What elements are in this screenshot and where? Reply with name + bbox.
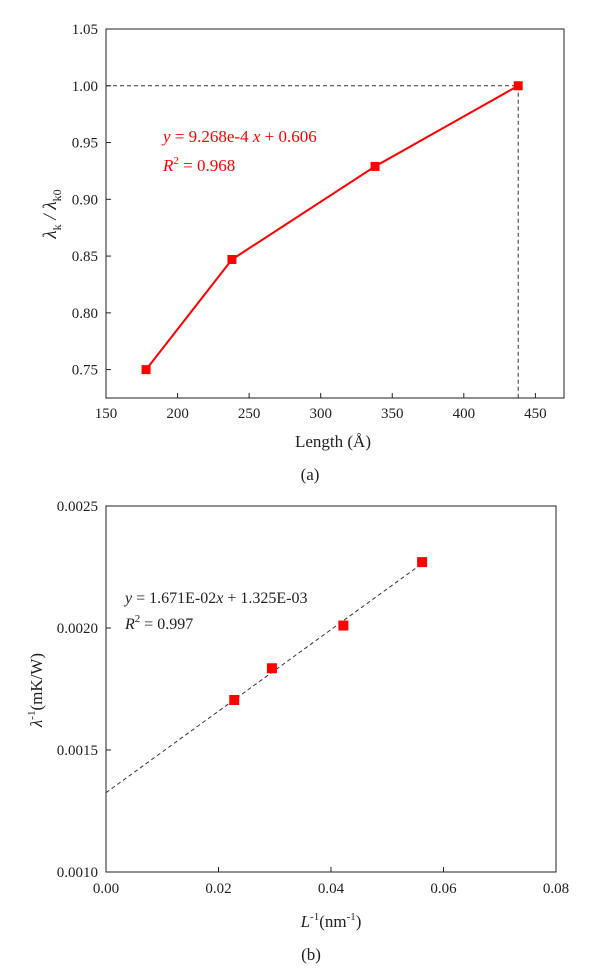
yb-unit: (mK/W) — [27, 653, 46, 711]
chart-a-data-point — [141, 365, 151, 375]
chart-a-y-label: λk / λk0 — [40, 189, 64, 239]
chart-a-y-tick-label: 0.90 — [72, 192, 98, 208]
chart-b-ticks: 0.00 0.02 0.04 0.06 0.08 0.0010 0.0015 0.0020 0.… — [57, 499, 569, 897]
eq-a-part1: = 9.268e-4 — [171, 127, 253, 146]
chart-b-y-label: λ-1(mK/W) — [26, 653, 46, 728]
yb-sup: -1 — [26, 711, 38, 720]
chart-a-equation: y = 9.268e-4 x + 0.606 — [161, 127, 317, 146]
r2-b-r: R — [124, 616, 135, 633]
chart-a-ticks: 150 200 250 300 350 400 450 0.75 0.80 0.85 0.90 0.9… — [72, 22, 547, 422]
eq-a-x: x — [252, 127, 261, 146]
chart-b-x-tick-label: 0.06 — [430, 881, 457, 897]
eq-a-part2: + 0.606 — [260, 127, 316, 146]
xb-sup: -1 — [310, 911, 319, 923]
chart-a-x-tick-label: 150 — [95, 406, 118, 422]
xb-close: ) — [356, 912, 362, 931]
ya-sub2: k0 — [50, 189, 64, 201]
eq-b-part2: + 1.325E-03 — [223, 590, 307, 607]
chart-b-y-tick-label: 0.0010 — [57, 865, 98, 881]
chart-b-x-label: L-1(nm-1) — [300, 911, 362, 931]
chart-b-series — [229, 557, 428, 705]
chart-b: 0.00 0.02 0.04 0.06 0.08 0.0010 0.0015 0.0020 0.… — [26, 499, 569, 964]
xb-unit-sup: -1 — [347, 911, 356, 923]
chart-a-panel-label: (a) — [301, 465, 320, 484]
chart-a: 150 200 250 300 350 400 450 0.75 0.80 0.85 0.90 0.9… — [40, 22, 565, 484]
eq-b-x: x — [215, 590, 223, 607]
chart-b-equation: y = 1.671E-02x + 1.325E-03 — [123, 590, 307, 607]
chart-b-data-point — [229, 694, 240, 705]
chart-a-x-tick-label: 200 — [166, 406, 189, 422]
r2-a-r: R — [162, 156, 174, 175]
chart-a-x-tick-label: 400 — [453, 406, 476, 422]
chart-a-x-tick-label: 350 — [381, 406, 404, 422]
chart-b-panel-label: (b) — [301, 945, 321, 964]
eq-a-y: y — [161, 127, 171, 146]
chart-b-r2: R2 = 0.997 — [124, 613, 193, 633]
chart-b-x-tick-label: 0.04 — [318, 881, 345, 897]
r2-a-sup: 2 — [173, 155, 179, 167]
r2-b-sup: 2 — [135, 613, 141, 625]
chart-a-y-tick-label: 0.95 — [72, 136, 98, 152]
chart-b-x-tick-label: 0.02 — [205, 881, 231, 897]
chart-a-y-tick-label: 0.75 — [72, 363, 98, 379]
chart-a-data-point — [227, 254, 237, 264]
r2-a-value: = 0.968 — [179, 156, 235, 175]
eq-b-y: y — [123, 590, 133, 607]
chart-b-data-point — [338, 620, 349, 631]
chart-b-data-point — [417, 557, 428, 568]
chart-b-y-tick-label: 0.0015 — [57, 743, 98, 759]
chart-a-x-tick-label: 300 — [309, 406, 332, 422]
chart-a-frame — [105, 28, 565, 399]
chart-b-x-tick-label: 0.00 — [93, 881, 119, 897]
chart-a-series-line — [145, 84, 519, 371]
chart-b-x-tick-label: 0.08 — [543, 881, 569, 897]
chart-b-fit-line — [105, 563, 423, 794]
chart-b-data-point — [266, 663, 277, 674]
xb-unit: (nm — [319, 912, 346, 931]
chart-a-y-tick-label: 0.85 — [72, 249, 98, 265]
chart-a-data-point — [513, 81, 523, 91]
chart-b-y-tick-label: 0.0020 — [57, 621, 98, 637]
chart-a-x-label: Length (Å) — [295, 432, 371, 451]
chart-a-data-point — [370, 161, 380, 171]
r2-b-value: = 0.997 — [140, 616, 193, 633]
chart-a-x-tick-label: 250 — [238, 406, 261, 422]
chart-a-r2: R2 = 0.968 — [162, 155, 235, 175]
chart-a-y-tick-label: 1.05 — [72, 22, 98, 38]
chart-b-frame — [105, 505, 557, 873]
chart-a-series — [141, 81, 523, 375]
chart-a-y-tick-label: 0.80 — [72, 306, 98, 322]
ya-sub1: k — [50, 224, 64, 230]
chart-a-y-tick-label: 1.00 — [72, 79, 98, 95]
chart-a-reference-lines — [106, 85, 519, 398]
ya-lambda1: λ — [40, 230, 61, 239]
chart-b-fit-line-path — [105, 563, 423, 794]
eq-b-part1: = 1.671E-02 — [132, 590, 216, 607]
yb-lambda: λ — [27, 720, 46, 728]
xb-L: L — [300, 912, 310, 931]
chart-a-x-tick-label: 450 — [524, 406, 547, 422]
chart-b-y-tick-label: 0.0025 — [57, 499, 98, 515]
ya-lambda2: / λ — [40, 201, 61, 224]
